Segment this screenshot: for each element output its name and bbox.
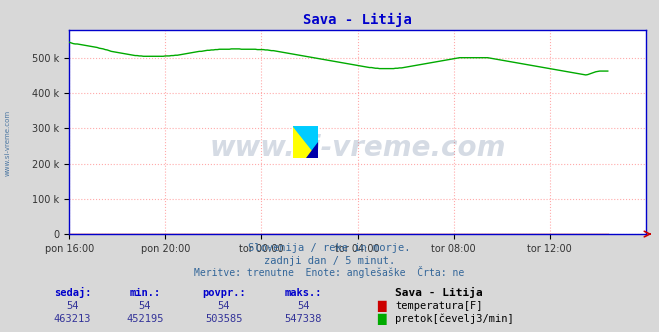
Text: povpr.:: povpr.: — [202, 288, 246, 298]
Text: Sava - Litija: Sava - Litija — [395, 287, 483, 298]
Text: sedaj:: sedaj: — [54, 287, 91, 298]
Title: Sava - Litija: Sava - Litija — [303, 13, 412, 27]
Text: 503585: 503585 — [206, 314, 243, 324]
Text: 463213: 463213 — [54, 314, 91, 324]
Text: 54: 54 — [67, 301, 78, 311]
Text: www.si-vreme.com: www.si-vreme.com — [210, 134, 505, 162]
Text: 54: 54 — [139, 301, 151, 311]
Polygon shape — [306, 142, 318, 158]
Polygon shape — [293, 126, 318, 158]
Text: temperatura[F]: temperatura[F] — [395, 301, 483, 311]
Text: █: █ — [377, 314, 385, 325]
Text: Slovenija / reke in morje.: Slovenija / reke in morje. — [248, 243, 411, 253]
Text: █: █ — [377, 301, 385, 312]
Text: www.si-vreme.com: www.si-vreme.com — [5, 110, 11, 176]
Text: 54: 54 — [297, 301, 309, 311]
Text: Meritve: trenutne  Enote: anglešaške  Črta: ne: Meritve: trenutne Enote: anglešaške Črta… — [194, 266, 465, 278]
Text: 54: 54 — [218, 301, 230, 311]
Polygon shape — [293, 126, 318, 158]
Text: 547338: 547338 — [285, 314, 322, 324]
Text: zadnji dan / 5 minut.: zadnji dan / 5 minut. — [264, 256, 395, 266]
Text: min.:: min.: — [129, 288, 161, 298]
Text: pretok[čevelj3/min]: pretok[čevelj3/min] — [395, 313, 514, 324]
Text: 452195: 452195 — [127, 314, 163, 324]
Text: maks.:: maks.: — [285, 288, 322, 298]
